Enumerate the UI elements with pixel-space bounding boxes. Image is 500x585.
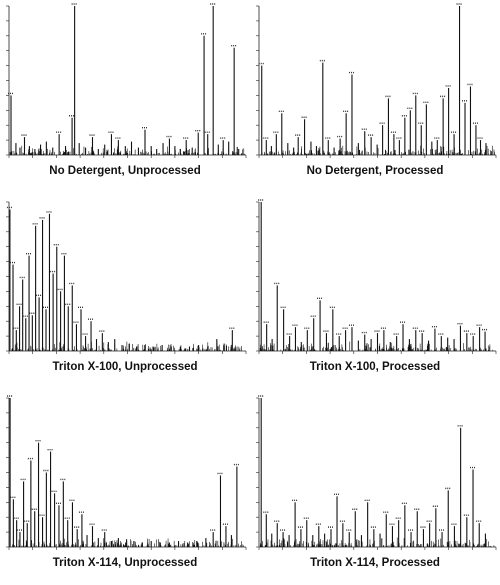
spectrum-panel-6: Triton X-114, Processed — [250, 392, 500, 585]
panel-caption: Triton X-114, Unprocessed — [52, 557, 198, 569]
panel-caption: Triton X-114, Processed — [310, 557, 440, 569]
spectrum-plot — [6, 201, 247, 354]
spectrum-panel-4: Triton X-100, Processed — [250, 196, 500, 389]
panel-caption: No Detergent, Unprocessed — [49, 165, 201, 177]
spectrum-plot — [256, 395, 497, 550]
panel-caption: Triton X-100, Processed — [309, 361, 441, 373]
baseline-noise — [9, 145, 245, 155]
spectrum-panel-1: No Detergent, Unprocessed — [0, 0, 250, 193]
spectrum-plot — [256, 199, 497, 354]
spectrum-panel-2: No Detergent, Processed — [250, 0, 500, 193]
spectrum-plot — [256, 3, 497, 158]
spectrum-panel-5: Triton X-114, Unprocessed — [0, 392, 250, 585]
spectrum-panel-3: Triton X-100, Unprocessed — [0, 196, 250, 389]
baseline-noise — [12, 538, 244, 547]
panel-caption: No Detergent, Processed — [306, 165, 444, 177]
spectrum-plot — [6, 3, 247, 158]
panel-caption: Triton X-100, Unprocessed — [52, 361, 198, 373]
spectrum-plot — [6, 395, 247, 550]
